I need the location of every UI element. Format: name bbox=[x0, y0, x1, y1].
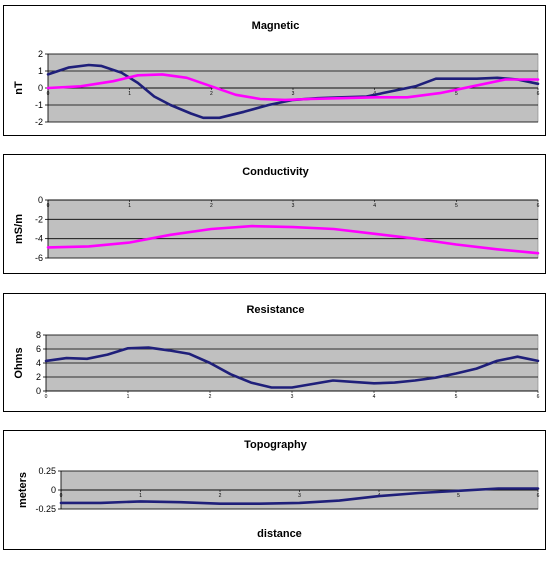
resistance-xtick-label: 4 bbox=[373, 394, 376, 400]
magnetic-series-line-2 bbox=[46, 73, 540, 102]
magnetic-xtick-label: 6 bbox=[537, 91, 540, 97]
topography-xtick-label: 2 bbox=[219, 493, 222, 499]
resistance-xtick-label: 6 bbox=[537, 394, 540, 400]
resistance-title: Resistance bbox=[246, 304, 304, 316]
magnetic-chart-panel: Magnetic 2 1 0 -1 -2 0 1 2 3 4 5 6 nT bbox=[3, 5, 546, 136]
topography-series-line-1 bbox=[59, 487, 540, 505]
resistance-ytick-label: 6 bbox=[36, 344, 41, 354]
conductivity-xtick-label: 1 bbox=[128, 203, 131, 209]
magnetic-y-axis-label: nT bbox=[13, 81, 25, 95]
resistance-xtick-label: 1 bbox=[127, 394, 130, 400]
conductivity-title: Conductivity bbox=[242, 166, 309, 178]
conductivity-xtick-label: 0 bbox=[47, 203, 50, 209]
topography-y-axis-label: meters bbox=[17, 472, 29, 508]
magnetic-xtick-label: 1 bbox=[128, 91, 131, 97]
magnetic-series-line-1 bbox=[46, 63, 540, 120]
conductivity-chart: Conductivity 0 -2 -4 -6 0 1 2 3 4 5 6 mS/m bbox=[13, 166, 540, 263]
resistance-xtick-label: 3 bbox=[291, 394, 294, 400]
resistance-y-axis-label: Ohms bbox=[13, 347, 25, 378]
conductivity-ytick-label: -4 bbox=[35, 234, 43, 244]
topography-xtick-label: 0 bbox=[60, 493, 63, 499]
resistance-ytick-label: 8 bbox=[36, 330, 41, 340]
resistance-ytick-label: 4 bbox=[36, 358, 41, 368]
resistance-xtick-label: 2 bbox=[209, 394, 212, 400]
conductivity-ytick-label: -2 bbox=[35, 214, 43, 224]
magnetic-xtick-label: 3 bbox=[292, 91, 295, 97]
magnetic-xtick-label: 2 bbox=[210, 91, 213, 97]
resistance-xtick-label: 5 bbox=[455, 394, 458, 400]
conductivity-xtick-label: 6 bbox=[537, 203, 540, 209]
topography-ytick-label: 0 bbox=[51, 485, 56, 495]
topography-xtick-label: 6 bbox=[537, 493, 540, 499]
conductivity-xtick-label: 2 bbox=[210, 203, 213, 209]
conductivity-ytick-label: 0 bbox=[38, 195, 43, 205]
magnetic-xtick-label: 0 bbox=[47, 91, 50, 97]
topography-chart-panel: Topography 0.25 0 -0.25 0 1 2 3 4 5 6 meters distanc… bbox=[3, 430, 546, 550]
topography-ytick-label: 0.25 bbox=[38, 466, 56, 476]
topography-x-axis-label: distance bbox=[257, 528, 302, 540]
magnetic-ytick-label: -1 bbox=[35, 100, 43, 110]
magnetic-ytick-label: 0 bbox=[38, 83, 43, 93]
magnetic-title: Magnetic bbox=[252, 20, 300, 32]
topography-xtick-label: 1 bbox=[139, 493, 142, 499]
conductivity-xtick-label: 4 bbox=[373, 203, 376, 209]
resistance-ytick-label: 2 bbox=[36, 372, 41, 382]
resistance-chart: Resistance 8 6 4 2 00 1 2 3 4 5 6 Ohms bbox=[13, 304, 540, 400]
conductivity-xtick-label: 5 bbox=[455, 203, 458, 209]
resistance-series-line-1 bbox=[44, 346, 540, 389]
topography-xtick-label: 3 bbox=[298, 493, 301, 499]
topography-ytick-label: -0.25 bbox=[35, 504, 56, 514]
conductivity-chart-panel: Conductivity 0 -2 -4 -6 0 1 2 3 4 5 6 mS/m bbox=[3, 154, 546, 274]
magnetic-ytick-label: -2 bbox=[35, 117, 43, 127]
magnetic-ytick-label: 2 bbox=[38, 49, 43, 59]
magnetic-xtick-label: 5 bbox=[455, 91, 458, 97]
topography-title: Topography bbox=[244, 439, 308, 451]
conductivity-series-line-1 bbox=[46, 224, 540, 255]
magnetic-ytick-label: 1 bbox=[38, 66, 43, 76]
conductivity-ytick-label: -6 bbox=[35, 253, 43, 263]
resistance-xtick-label: 0 bbox=[45, 394, 48, 400]
conductivity-xtick-label: 3 bbox=[292, 203, 295, 209]
topography-xtick-label: 5 bbox=[457, 493, 460, 499]
conductivity-y-axis-label: mS/m bbox=[13, 214, 25, 244]
resistance-chart-panel: Resistance 8 6 4 2 0 0 1 2 3 4 5 6 Ohms bbox=[3, 293, 546, 412]
resistance-ytick-label: 0 bbox=[36, 386, 41, 396]
